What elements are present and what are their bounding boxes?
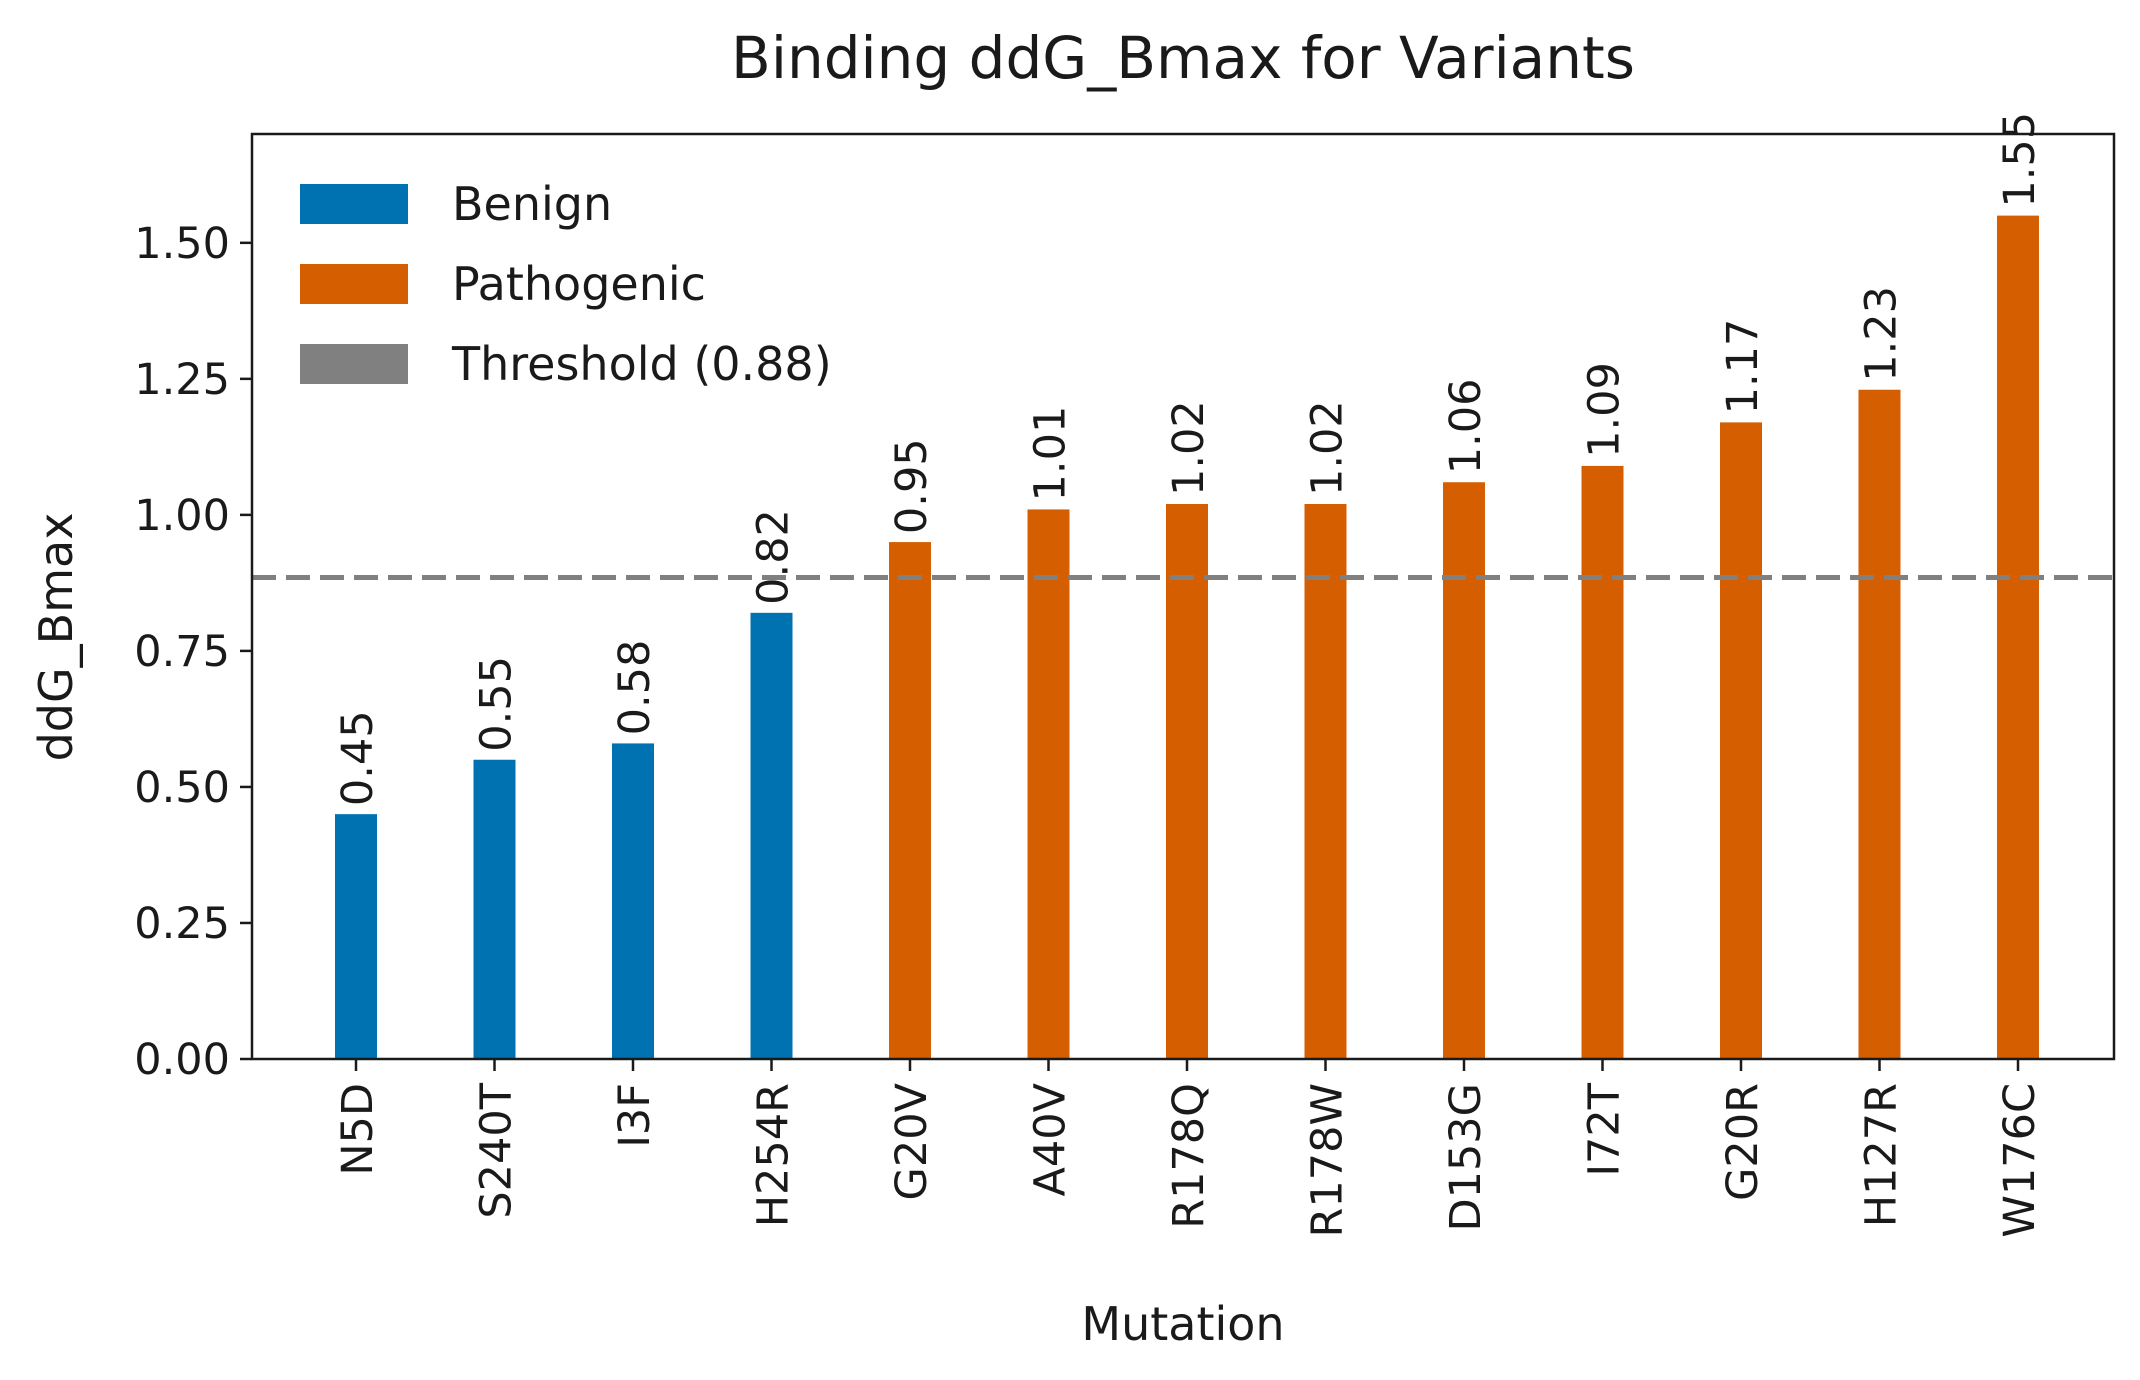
legend-label: Benign (452, 177, 612, 231)
x-tick-label: R178Q (1164, 1083, 1214, 1229)
plot-area-frame (250, 132, 2116, 1061)
legend-label: Threshold (0.88) (451, 337, 832, 391)
x-tick-label: A40V (1026, 1082, 1076, 1196)
y-tick-label: 1.50 (134, 219, 230, 269)
x-tick-label: S240T (472, 1082, 522, 1218)
legend-swatch (300, 344, 408, 384)
bars-layer (335, 215, 2039, 1060)
legend-swatch (300, 184, 408, 224)
value-label: 1.01 (1026, 406, 1076, 502)
x-tick-label: R178W (1303, 1083, 1353, 1237)
y-tick-label: 0.50 (134, 763, 230, 813)
bar-a40v (1027, 509, 1070, 1059)
x-tick-label: I3F (610, 1083, 660, 1148)
value-label: 0.45 (333, 710, 383, 806)
y-tick-label: 0.25 (134, 899, 230, 949)
y-tick-label: 1.25 (134, 355, 230, 405)
bar-d153g (1443, 482, 1485, 1059)
x-tick-label: D153G (1441, 1083, 1491, 1232)
ticks-layer: N5D S240T I3F H254R G20V A40V R178Q R178W D153G I… (134, 219, 2045, 1238)
legend-label: Pathogenic (452, 257, 706, 311)
value-label: 1.09 (1580, 362, 1630, 458)
x-tick-label: I72T (1580, 1082, 1630, 1176)
value-label: 1.02 (1164, 400, 1214, 496)
bar-r178w (1304, 504, 1347, 1059)
value-labels-layer: 0.45 0.55 0.58 0.82 0.95 1.01 1.02 1.02 1.06 1.09… (333, 112, 2045, 806)
value-label: 0.58 (610, 640, 660, 736)
x-tick-label: H254R (749, 1083, 799, 1227)
value-label: 0.82 (749, 509, 799, 605)
x-axis-label: Mutation (1081, 1297, 1284, 1351)
x-tick-label: H127R (1857, 1083, 1907, 1227)
bar-g20v (889, 542, 931, 1059)
bar-h127r (1858, 389, 1901, 1059)
value-label: 0.55 (472, 656, 522, 752)
y-tick-label: 1.00 (134, 491, 230, 541)
value-label: 1.06 (1441, 378, 1491, 474)
bar-n5d (335, 814, 377, 1059)
value-label: 1.02 (1303, 400, 1353, 496)
y-axis-label: ddG_Bmax (29, 513, 83, 762)
y-tick-label: 0.75 (134, 627, 230, 677)
x-tick-label: G20R (1718, 1083, 1768, 1201)
x-tick-label: W176C (1995, 1083, 2045, 1238)
bar-i72t (1581, 465, 1624, 1060)
bar-s240t (473, 759, 516, 1059)
value-label: 1.17 (1718, 319, 1768, 415)
x-tick-label: N5D (333, 1083, 383, 1176)
bar-i3f (612, 743, 654, 1059)
legend-swatch (300, 264, 408, 304)
x-tick-label: G20V (887, 1082, 937, 1200)
y-tick-label: 0.00 (134, 1035, 230, 1085)
value-label: 0.95 (887, 438, 937, 534)
chart-title: Binding ddG_Bmax for Variants (731, 24, 1635, 92)
value-label: 1.55 (1995, 112, 2045, 208)
legend: Benign Pathogenic Threshold (0.88) (300, 177, 832, 391)
value-label: 1.23 (1857, 286, 1907, 382)
bar-w176c (1997, 215, 2039, 1059)
bar-r178q (1166, 504, 1208, 1059)
bar-g20r (1720, 422, 1762, 1060)
bar-h254r (750, 612, 793, 1059)
